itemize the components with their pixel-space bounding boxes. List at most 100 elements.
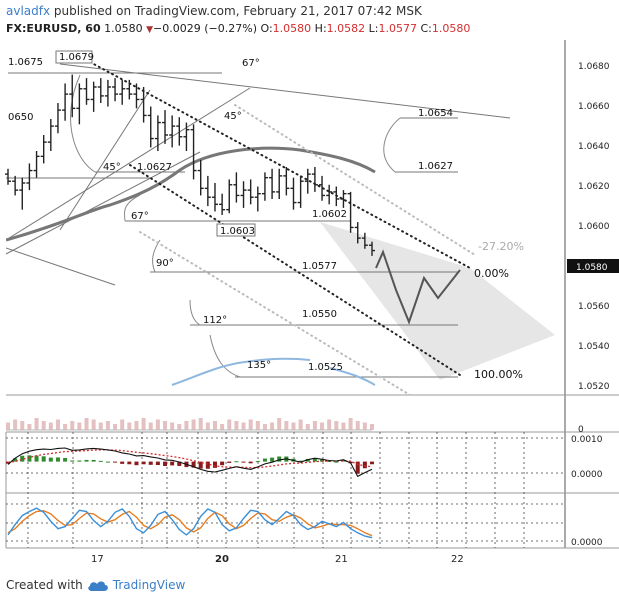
candle: [369, 241, 375, 256]
published-text: published on TradingView.com, February 2…: [53, 4, 422, 18]
macd-histogram-bar: [34, 455, 39, 462]
symbol-label: FX:EURUSD, 60: [6, 22, 101, 35]
fib-label: -27.20%: [478, 240, 524, 253]
candle: [119, 79, 126, 105]
publish-header: avladfx published on TradingView.com, Fe…: [6, 4, 422, 18]
time-axis: 17 20 21 22: [91, 554, 464, 565]
volume-bar: [113, 424, 118, 430]
candle: [240, 181, 247, 208]
volume-bar: [177, 424, 182, 430]
macd-histogram-bar: [41, 456, 46, 462]
volume-bar: [334, 421, 339, 430]
candle: [90, 81, 97, 112]
candle: [304, 168, 311, 194]
angle-label: 90°: [156, 258, 174, 269]
low-value: 1.0577: [378, 22, 418, 35]
candle: [276, 168, 283, 199]
candle: [162, 110, 169, 144]
candle: [326, 184, 333, 205]
volume-bar: [262, 424, 267, 430]
fib-label: 100.00%: [474, 368, 523, 381]
gann-arc: [383, 117, 401, 173]
candle: [83, 78, 90, 105]
macd-histogram-bar: [177, 461, 182, 466]
candle: [233, 172, 240, 203]
macd-histogram-bar: [212, 461, 217, 468]
candle: [19, 177, 26, 210]
close-value: 1.0580: [431, 22, 471, 35]
x-tick-label: 17: [91, 554, 104, 565]
candle: [133, 83, 140, 109]
fib-label: 0.00%: [474, 267, 509, 280]
candle: [140, 87, 147, 123]
candle: [269, 168, 276, 199]
candle: [226, 179, 233, 214]
candle: [290, 177, 297, 210]
macd-histogram-bar: [355, 461, 360, 474]
change-value: −0.0029 (−0.27%): [153, 22, 257, 35]
candle: [261, 172, 268, 201]
volume-bar: [105, 421, 110, 430]
candle: [47, 119, 54, 151]
indicator-curve: [329, 367, 376, 386]
macd-histogram-bar: [63, 458, 68, 462]
volume-bar: [27, 424, 32, 430]
author-link[interactable]: avladfx: [6, 4, 51, 18]
candle: [154, 115, 161, 151]
volume-bar: [184, 421, 189, 430]
y-tick-label: 1.0660: [578, 102, 610, 112]
volume-bar: [234, 421, 239, 430]
candle: [112, 78, 119, 102]
candle: [219, 193, 226, 215]
macd-histogram-bar: [191, 461, 196, 468]
candle: [97, 78, 104, 103]
x-tick-label: 21: [335, 554, 348, 565]
volume-bar: [91, 419, 96, 430]
candle: [361, 232, 368, 249]
angle-label: 135°: [247, 360, 271, 371]
volume-bar: [212, 421, 217, 430]
candle: [247, 179, 254, 205]
volume-bar: [34, 418, 39, 430]
macd-histogram-bar: [6, 461, 10, 464]
volume-bar: [291, 422, 296, 430]
indicator-curve: [171, 357, 311, 386]
gann-arc: [209, 334, 241, 378]
current-price-badge: [567, 259, 619, 273]
tradingview-brand-link[interactable]: TradingView: [112, 578, 186, 592]
volume-bar: [141, 418, 146, 430]
angle-label: 67°: [242, 58, 260, 69]
volume-bar: [41, 421, 46, 430]
down-arrow-icon: ▼: [146, 25, 154, 35]
volume-bar: [70, 421, 75, 430]
stoch-d-line: [7, 509, 373, 537]
current-price-label: 1.0580: [576, 263, 608, 273]
macd-histogram-bar: [134, 461, 139, 466]
candle: [254, 186, 261, 212]
level-label: 1.0525: [308, 362, 343, 373]
macd-histogram-bar: [13, 458, 18, 462]
volume-bar: [84, 418, 89, 430]
drawing-tools[interactable]: [6, 61, 555, 395]
candle: [211, 183, 218, 212]
angle-label: 112°: [203, 315, 227, 326]
y-tick-label: 1.0640: [578, 142, 610, 152]
candle: [283, 167, 290, 196]
volume-bar: [320, 422, 325, 430]
indicator-gridlines: [6, 432, 565, 548]
stochastic-pane: [7, 507, 373, 539]
candle: [40, 135, 47, 164]
macd-histogram-bar: [70, 460, 75, 462]
level-label: 1.0675: [8, 57, 43, 68]
level-label: 1.0654: [418, 108, 453, 119]
macd-histogram-bar: [205, 461, 210, 469]
macd-histogram-bar: [127, 461, 132, 465]
macd-histogram-bar: [20, 455, 25, 462]
macd-histogram-bar: [241, 461, 246, 463]
volume-bar: [241, 422, 246, 430]
macd-tick-label: 0.0000: [571, 470, 603, 480]
macd-tick-label: 0.0010: [571, 435, 603, 445]
macd-histogram-bar: [163, 461, 168, 466]
last-price: 1.0580: [104, 22, 143, 35]
